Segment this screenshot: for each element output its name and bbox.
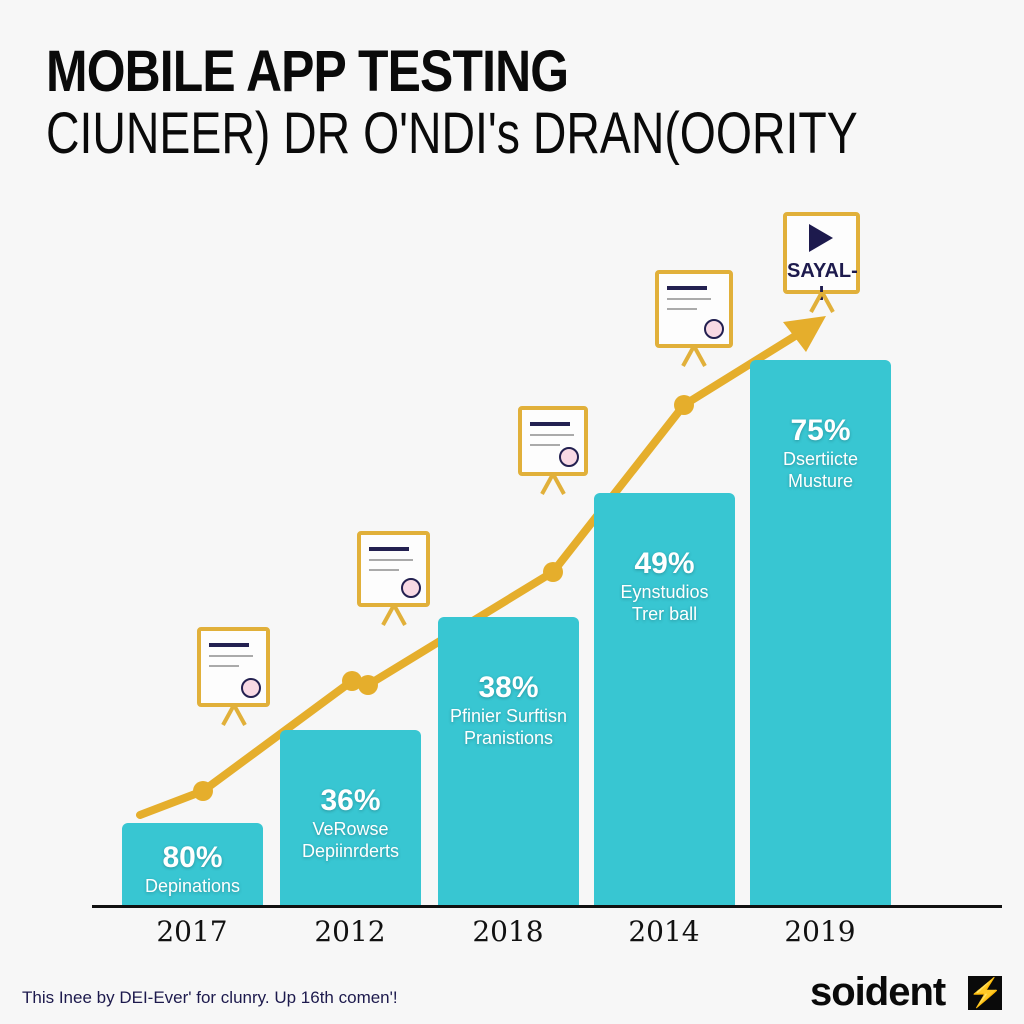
document-certificate-icon [197, 627, 270, 726]
brand-logo: soident [810, 970, 946, 1014]
x-tick-label: 2012 [314, 915, 386, 948]
easel-legs [540, 474, 566, 495]
play-icon [809, 224, 833, 252]
easel-legs [220, 705, 247, 726]
trend-point [674, 395, 694, 415]
page-title: MOBILE APP TESTING [46, 39, 569, 104]
bar-value-label: 38% [478, 671, 539, 704]
x-tick-label: 2014 [628, 915, 700, 948]
bar-description: VeRowse [312, 819, 389, 839]
easel-legs [380, 605, 407, 626]
seal-icon [241, 678, 261, 698]
bar-value-label: 36% [320, 784, 381, 817]
seal-icon [401, 578, 421, 598]
bar-description: Depiinrderts [301, 841, 400, 861]
trend-point [543, 562, 563, 582]
trend-point [193, 781, 213, 801]
x-axis-line [92, 905, 1002, 908]
x-tick-label: 2018 [472, 915, 544, 948]
bar-description: Pfinier Surftisn [449, 706, 568, 726]
seal-icon [559, 447, 579, 467]
trend-point [358, 675, 378, 695]
bar-value-label: 80% [162, 841, 223, 874]
bar-description: Trer ball [631, 604, 698, 624]
bar-2014: 49% Eynstudios Trer ball [594, 493, 735, 906]
bar-description: Eynstudios [620, 582, 709, 602]
bar-description: Pranistions [463, 728, 554, 748]
bar-description: Dsertiicte [782, 449, 858, 469]
page-subtitle: CIUNEER) DR O'NDI's DRAN(OORITY [46, 101, 858, 166]
easel-legs [808, 292, 835, 313]
bar-2018: 38% Pfinier Surftisn Pranistions [438, 617, 579, 906]
x-tick-label: 2019 [784, 915, 856, 948]
play-icon: SAYAL-I [783, 212, 860, 313]
trend-point [342, 671, 362, 691]
bar-value-label: 49% [634, 547, 695, 580]
bar-description: Depinations [144, 876, 241, 896]
bar-value-label: 75% [790, 414, 851, 447]
bar-2019: 75% Dsertiicte Musture [750, 360, 891, 906]
x-tick-label: 2017 [156, 915, 228, 948]
seal-icon [704, 319, 724, 339]
footer-note: This Inee by DEI-Ever' for clunry. Up 16… [22, 988, 398, 1007]
document-certificate-icon [655, 270, 733, 367]
easel-legs [681, 346, 707, 367]
bar-2012: 36% VeRowse Depiinrderts [280, 730, 421, 906]
document-certificate-icon [518, 406, 588, 495]
document-certificate-icon [357, 531, 430, 626]
bar-2017: 80% Depinations [122, 823, 263, 906]
bar-description: Musture [787, 471, 854, 491]
logo-mark-icon: ⚡ [968, 976, 1003, 1010]
trend-arrowhead [783, 316, 826, 352]
